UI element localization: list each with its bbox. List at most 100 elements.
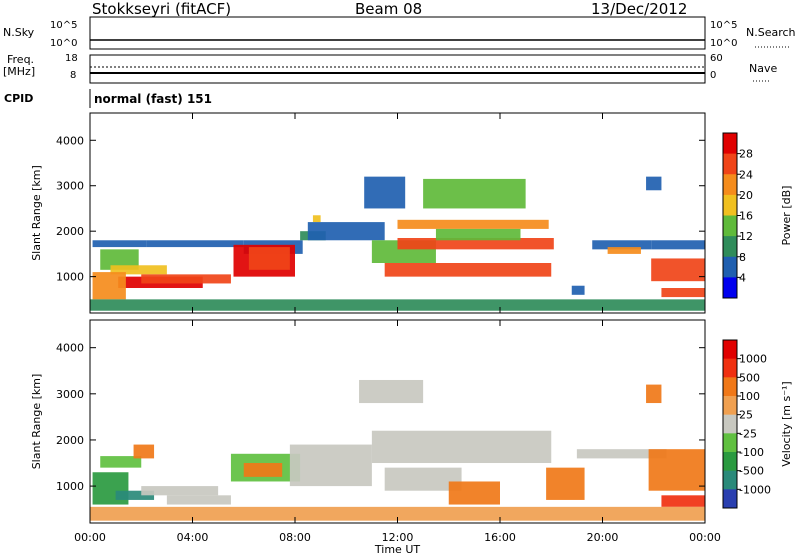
velocity-xtick-label: 16:00 bbox=[484, 531, 516, 544]
velocity-colorbar-segment bbox=[723, 470, 737, 490]
velocity-colorbar-label: Velocity [m s⁻¹] bbox=[780, 381, 793, 466]
freq-tick-hi: 18 bbox=[65, 53, 78, 64]
power-data-region bbox=[92, 240, 147, 248]
power-data-region bbox=[397, 219, 549, 229]
velocity-data-region bbox=[359, 379, 424, 404]
velocity-colorbar-tick-label: 100 bbox=[739, 390, 760, 403]
velocity-xtick-label: 20:00 bbox=[587, 531, 619, 544]
power-colorbar-segment bbox=[723, 256, 737, 278]
power-data-region bbox=[423, 178, 526, 209]
power-data-region bbox=[661, 288, 705, 298]
velocity-data-region bbox=[646, 384, 662, 404]
power-colorbar-segment bbox=[723, 277, 737, 299]
power-colorbar-label: Power [dB] bbox=[780, 186, 793, 246]
power-colorbar-segment bbox=[723, 194, 737, 216]
velocity-ytick-label: 3000 bbox=[56, 388, 84, 401]
velocity-xtick-label: 00:00 bbox=[74, 531, 106, 544]
nave-tick-hi: 60 bbox=[710, 53, 723, 64]
power-data-region bbox=[248, 247, 290, 270]
power-colorbar-tick-label: 8 bbox=[739, 251, 746, 264]
velocity-xtick-label: 04:00 bbox=[177, 531, 209, 544]
nave-tick-lo: 0 bbox=[710, 70, 717, 81]
velocity-colorbar-segment bbox=[723, 396, 737, 416]
power-colorbar-tick-label: 24 bbox=[739, 168, 753, 181]
freq-panel-frame bbox=[89, 54, 706, 84]
power-colorbar-segment bbox=[723, 133, 737, 155]
nsearch-label: N.Search bbox=[746, 26, 796, 39]
velocity-colorbar-tick-label: 500 bbox=[739, 371, 760, 384]
power-data-region bbox=[92, 272, 126, 300]
velocity-data-region bbox=[133, 444, 155, 459]
velocity-ylabel: Slant Range [km] bbox=[30, 374, 43, 470]
velocity-data-region bbox=[166, 495, 231, 505]
freq-label: Freq. bbox=[7, 53, 35, 66]
nsky-panel-frame bbox=[89, 16, 706, 50]
velocity-colorbar-segment bbox=[723, 489, 737, 509]
power-data-region bbox=[607, 247, 641, 254]
velocity-xlabel: Time UT bbox=[374, 543, 420, 554]
velocity-colorbar-segment bbox=[723, 452, 737, 472]
velocity-data-region bbox=[371, 430, 552, 464]
velocity-data-region bbox=[115, 490, 155, 500]
power-colorbar-tick-label: 16 bbox=[739, 210, 753, 223]
power-data-region bbox=[146, 240, 244, 248]
nsky-right-tick-lo: 10^0 bbox=[710, 38, 738, 49]
power-colorbar-tick-label: 20 bbox=[739, 189, 753, 202]
cpid-label: CPID bbox=[4, 92, 34, 105]
power-data-region bbox=[110, 265, 167, 275]
power-data-region bbox=[312, 215, 321, 223]
velocity-data-region bbox=[243, 463, 283, 477]
power-colorbar-segment bbox=[723, 236, 737, 258]
velocity-xtick-label: 08:00 bbox=[279, 531, 311, 544]
velocity-ytick-label: 1000 bbox=[56, 480, 84, 493]
power-data-region bbox=[141, 274, 231, 284]
power-ytick-label: 3000 bbox=[56, 180, 84, 193]
power-data-region bbox=[435, 228, 521, 241]
nsky-tick-lo: 10^0 bbox=[50, 38, 78, 49]
cpid-value: normal (fast) 151 bbox=[94, 92, 212, 106]
freq-tick-lo: 8 bbox=[70, 70, 77, 81]
power-panel: 1000 2000 3000 4000 Slant Range [km] 4 8 12 16 20… bbox=[30, 112, 793, 314]
velocity-colorbar-tick-label: 1000 bbox=[739, 353, 767, 366]
date-label: 13/Dec/2012 bbox=[591, 0, 688, 18]
power-ytick-label: 2000 bbox=[56, 225, 84, 238]
power-colorbar-tick-label: 28 bbox=[739, 148, 753, 161]
velocity-colorbar-segment bbox=[723, 340, 737, 360]
velocity-data-region bbox=[576, 449, 667, 459]
velocity-colorbar-tick-label: -1000 bbox=[739, 483, 771, 496]
velocity-panel: 1000 2000 3000 4000 Slant Range [km] 00:00 04:… bbox=[30, 319, 793, 554]
power-data-region bbox=[364, 176, 406, 209]
velocity-colorbar-segment bbox=[723, 414, 737, 434]
velocity-data-region bbox=[384, 467, 462, 491]
velocity-ytick-label: 4000 bbox=[56, 342, 84, 355]
velocity-data-region bbox=[90, 506, 705, 521]
power-colorbar-segment bbox=[723, 215, 737, 237]
nsky-right-tick-hi: 10^5 bbox=[710, 20, 738, 31]
power-colorbar-tick-label: 4 bbox=[739, 271, 746, 284]
velocity-xtick-label: 00:00 bbox=[689, 531, 721, 544]
velocity-colorbar-segment bbox=[723, 358, 737, 378]
power-data-region bbox=[90, 299, 705, 311]
power-ytick-label: 1000 bbox=[56, 271, 84, 284]
velocity-data-region bbox=[546, 467, 585, 500]
velocity-ytick-label: 2000 bbox=[56, 434, 84, 447]
beam-label: Beam 08 bbox=[355, 0, 423, 18]
velocity-colorbar-tick-label: -25 bbox=[739, 427, 757, 440]
velocity-colorbar-tick-label: 25 bbox=[739, 409, 753, 422]
power-data-region bbox=[307, 222, 385, 241]
power-data-region bbox=[100, 249, 139, 270]
freq-unit-label: [MHz] bbox=[3, 65, 36, 78]
velocity-colorbar-segment bbox=[723, 433, 737, 453]
nsky-tick-hi: 10^5 bbox=[50, 20, 78, 31]
power-data-region bbox=[384, 263, 552, 277]
power-colorbar-tick-label: 12 bbox=[739, 230, 753, 243]
power-colorbar-segment bbox=[723, 174, 737, 196]
velocity-data-region bbox=[100, 456, 142, 468]
velocity-data-region bbox=[141, 486, 219, 496]
station-title: Stokkseyri (fitACF) bbox=[92, 0, 232, 18]
velocity-colorbar-tick-label: -500 bbox=[739, 465, 764, 478]
velocity-colorbar-segment bbox=[723, 377, 737, 397]
power-colorbar-segment bbox=[723, 153, 737, 175]
